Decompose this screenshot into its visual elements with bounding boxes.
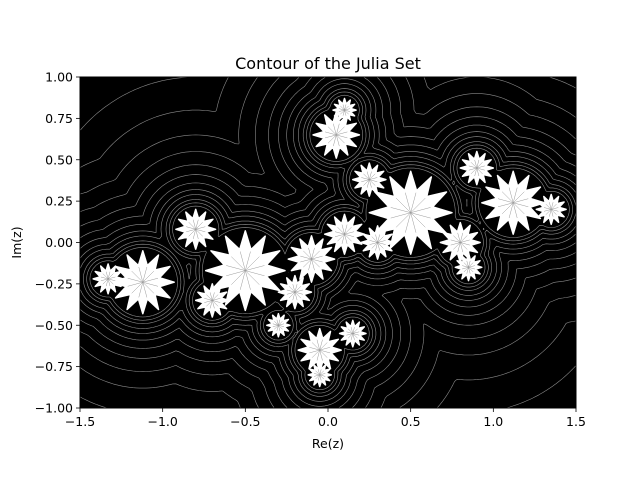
contour-line [80,83,576,402]
x-tick-label: 1.0 [483,414,503,429]
julia-set-filigree [450,232,470,253]
contour-line [80,77,576,408]
julia-set-filigree [204,292,221,309]
y-tick-label: −0.50 [35,318,73,333]
chart-title: Contour of the Julia Set [235,54,421,73]
julia-set-filigree [369,234,386,251]
julia-set-fill [92,97,567,388]
x-tick-label: −1.5 [65,414,95,429]
x-tick-label: −1.0 [147,414,177,429]
y-tick-label: 0.50 [45,152,73,167]
julia-set-filigree [338,104,351,116]
contour-line [80,77,576,408]
x-tick-label: 0.0 [318,414,338,429]
y-axis-label: Im(z) [9,226,24,258]
julia-set-filigree [186,219,206,239]
julia-set-filigree [314,369,326,381]
julia-set-filigree [346,327,360,340]
y-tick-label: 0.75 [45,111,73,126]
julia-set-filigree [497,187,529,219]
julia-set-filigree [325,123,348,147]
y-axis: −1.00 −0.75 −0.50 −0.25 0.00 0.25 0.50 0.75 1.00 [35,70,80,416]
y-tick-label: 0.00 [45,235,73,250]
contour-line [80,77,576,408]
contour-lines [80,77,576,408]
y-tick-label: −0.75 [35,359,73,374]
x-tick-label: 1.5 [566,414,586,429]
julia-set-filigree [361,171,378,188]
y-tick-label: 0.25 [45,194,73,209]
julia-set-filigree [272,319,285,331]
x-axis: −1.5 −1.0 −0.5 0.0 0.5 1.0 1.5 [65,408,586,429]
julia-set-filigree [127,266,159,298]
julia-set-filigree [286,284,303,301]
contour-line [89,94,570,390]
julia-set-filigree [334,224,355,244]
julia-set-filigree [390,192,431,233]
y-tick-label: 1.00 [45,70,73,85]
x-tick-label: −0.5 [230,414,260,429]
contour-line [80,77,576,408]
julia-set-filigree [226,251,265,290]
y-tick-label: −1.00 [35,401,73,416]
y-tick-label: −0.25 [35,276,73,291]
contour-line [86,91,573,394]
julia-set-filigree [468,159,485,177]
julia-set-filigree [300,247,323,271]
julia-set-filigree [543,202,559,217]
julia-set-filigree [462,260,475,274]
contour-line [80,77,576,408]
x-axis-label: Re(z) [312,436,344,451]
x-tick-label: 0.5 [401,414,421,429]
contour-line [80,78,576,407]
julia-set-filigree [309,339,331,361]
contour-line [83,88,576,397]
contour-line [80,77,576,408]
julia-set-filigree [100,271,116,287]
